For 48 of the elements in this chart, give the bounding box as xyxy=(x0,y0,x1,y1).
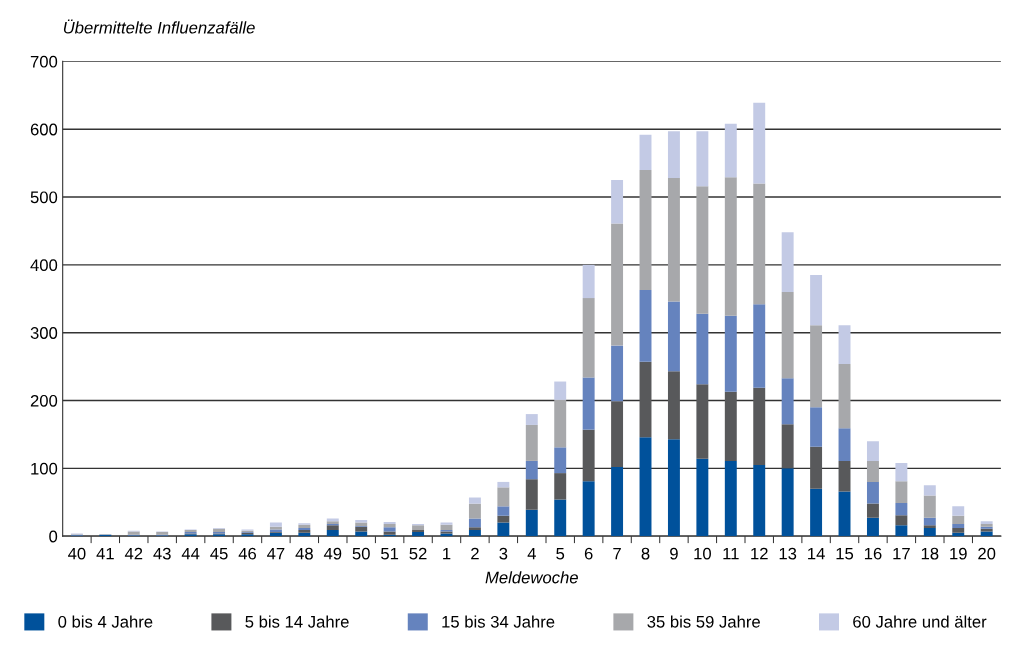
x-tick-label: 11 xyxy=(723,547,739,560)
y-tick-label: 400 xyxy=(30,259,58,272)
x-tick-label: 43 xyxy=(153,547,171,560)
x-tick-label: 41 xyxy=(96,547,114,560)
x-axis-title: Meldewoche xyxy=(485,571,578,584)
x-tick-label: 10 xyxy=(694,547,711,560)
x-tick-label: 6 xyxy=(584,547,593,560)
x-tick-label: 8 xyxy=(641,547,650,560)
x-tick-label: 18 xyxy=(921,547,939,560)
x-tick-label: 9 xyxy=(670,547,678,560)
x-tick-label: 16 xyxy=(864,547,882,560)
y-tick-label: 300 xyxy=(30,327,58,339)
x-tick-label: 47 xyxy=(267,547,285,560)
x-tick-label: 44 xyxy=(181,547,200,560)
x-tick-label: 40 xyxy=(68,547,86,560)
x-tick-label: 42 xyxy=(124,547,143,560)
legend-label: 60 Jahre und älter xyxy=(853,615,987,628)
y-tick-label: 500 xyxy=(30,191,58,204)
x-tick-label: 48 xyxy=(295,547,313,560)
x-tick-label: 46 xyxy=(238,547,257,560)
x-tick-label: 52 xyxy=(409,547,427,560)
x-tick-label: 17 xyxy=(893,547,910,560)
x-tick-label: 13 xyxy=(779,547,797,560)
x-tick-label: 7 xyxy=(613,547,621,560)
x-tick-label: 4 xyxy=(527,547,536,560)
y-tick-label: 0 xyxy=(49,530,58,543)
chart-title: Übermittelte Influenzafälle xyxy=(63,19,255,34)
legend-label: 15 bis 34 Jahre xyxy=(442,615,555,628)
x-tick-label: 5 xyxy=(556,547,565,560)
x-tick-label: 15 xyxy=(836,547,854,560)
legend-label: 0 bis 4 Jahre xyxy=(58,615,153,628)
x-tick-label: 19 xyxy=(950,547,967,560)
y-tick-label: 100 xyxy=(31,462,58,475)
legend-label: 5 bis 14 Jahre xyxy=(245,615,349,628)
y-tick-label: 700 xyxy=(30,55,58,68)
x-tick-label: 51 xyxy=(381,547,399,560)
y-tick-label: 200 xyxy=(30,394,58,407)
x-tick-label: 2 xyxy=(471,547,479,560)
legend-label: 35 bis 59 Jahre xyxy=(647,615,760,628)
x-tick-label: 14 xyxy=(808,547,825,560)
x-tick-label: 12 xyxy=(751,547,768,560)
x-tick-label: 45 xyxy=(210,547,228,560)
x-tick-label: 20 xyxy=(978,547,996,560)
x-tick-label: 49 xyxy=(323,547,342,560)
y-tick-label: 600 xyxy=(30,123,58,136)
x-tick-label: 3 xyxy=(499,547,508,560)
x-tick-label: 1 xyxy=(443,547,451,560)
x-tick-label: 50 xyxy=(352,547,370,560)
